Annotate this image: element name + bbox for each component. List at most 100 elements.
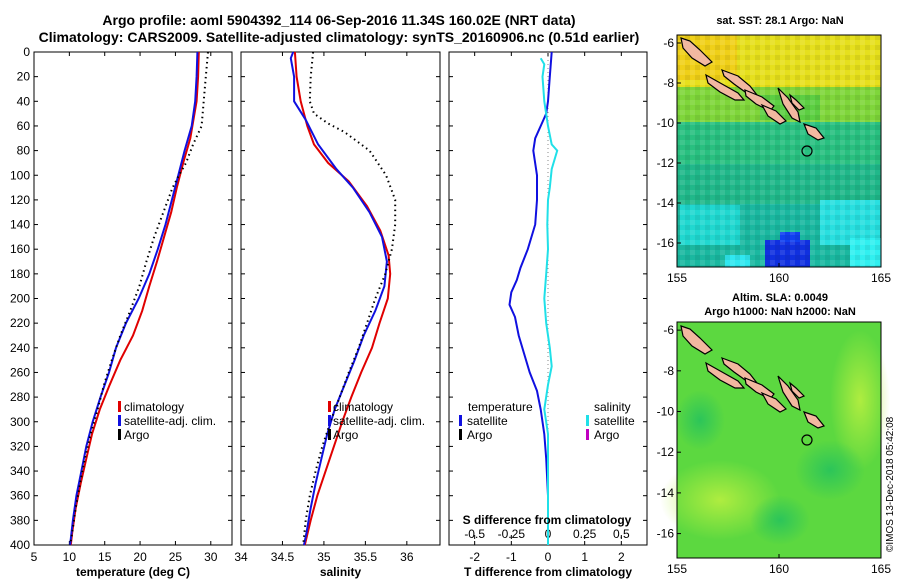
sst-map-title: sat. SST: 28.1 Argo: NaN [716, 15, 843, 27]
difference-xlabel: T difference from climatology [464, 565, 632, 579]
sla-map-land [680, 325, 826, 446]
salinity-xlabel: salinity [320, 565, 362, 579]
temperature-xtick-label: 30 [204, 550, 218, 564]
s-difference-tick-label: 0.5 [613, 527, 630, 541]
sla-map-lat-label: -8 [663, 364, 674, 378]
difference-xtick-label: -1 [506, 550, 517, 564]
map-axes: 155 160 165 -6 -8 -10 -12 -14 -16 155 160 165 -6 -8 -1… [657, 34, 891, 576]
depth-tick-label: 280 [10, 390, 30, 404]
temperature-series-satellite-adj-clim- [69, 51, 199, 546]
sla-map: Altim. SLA: 0.0049 Argo h1000: NaN h2000… [660, 292, 890, 558]
difference-xtick-label: 1 [581, 550, 588, 564]
depth-tick-label: 200 [10, 292, 30, 306]
s-difference-tick-label: -0.25 [498, 527, 526, 541]
difference-legend: temperature salinity satellite Argo sate… [459, 400, 635, 442]
legend-swatch-argo [118, 429, 121, 440]
difference-xtick-label: 0 [545, 550, 552, 564]
legend-label-argo: Argo [124, 428, 150, 442]
difference-xtick-label: -2 [469, 550, 480, 564]
sla-map-lon-label: 165 [871, 562, 891, 576]
sla-map-lat-label: -14 [657, 486, 675, 500]
depth-tick-label: 140 [10, 218, 30, 232]
salinity-xtick-label: 34.5 [271, 550, 295, 564]
salinity-series-argo [302, 51, 397, 546]
salinity-xtick-label: 35.5 [354, 550, 378, 564]
diff-legend-swatch-t-satellite [459, 415, 462, 426]
diff-legend-label-t-argo: Argo [467, 428, 493, 442]
temperature-legend: climatology satellite-adj. clim. Argo [118, 400, 216, 442]
sla-map-lat-label: -6 [663, 323, 674, 337]
s-difference-tick-label: 0.25 [573, 527, 597, 541]
sla-map-lon-label: 155 [667, 562, 687, 576]
salinity-series-satellite-adj-clim- [289, 51, 388, 546]
temperature-xtick-label: 10 [63, 550, 77, 564]
depth-tick-label: 320 [10, 439, 30, 453]
sla-map-lat-label: -12 [657, 445, 675, 459]
depth-tick-label: 80 [17, 144, 31, 158]
diff-legend-swatch-s-argo [586, 429, 589, 440]
sal-legend-label-satellite: satellite-adj. clim. [333, 414, 425, 428]
sst-map-lat-label: -10 [657, 116, 675, 130]
title-line-1: Argo profile: aoml 5904392_114 06-Sep-20… [102, 12, 575, 28]
difference-series-temperature-satellite [508, 51, 553, 545]
s-difference-axis-label: S difference from climatology [463, 513, 632, 527]
temperature-series-argo [69, 51, 209, 546]
temperature-xtick-label: 5 [31, 550, 38, 564]
temperature-xtick-label: 20 [133, 550, 147, 564]
sst-map-lat-label: -16 [657, 236, 675, 250]
salinity-plot-frame [240, 51, 441, 546]
temperature-plot-frame [33, 51, 233, 546]
difference-xtick-label: 2 [618, 550, 625, 564]
diff-legend-swatch-s-satellite [586, 415, 589, 426]
salinity-legend: climatology satellite-adj. clim. Argo [328, 400, 425, 442]
title-line-2: Climatology: CARS2009. Satellite-adjuste… [39, 29, 640, 45]
temperature-panel: 0 20 40 60 80 100 120 140 160 180 200 220 240 260 280 3… [10, 45, 233, 579]
depth-tick-label: 60 [17, 119, 31, 133]
diff-legend-label-s-satellite: satellite [594, 414, 635, 428]
diff-legend-label-t-satellite: satellite [467, 414, 508, 428]
sla-map-lat-label: -10 [657, 405, 675, 419]
depth-tick-label: 120 [10, 193, 30, 207]
depth-tick-label: 160 [10, 242, 30, 256]
sla-map-title-line-2: Argo h1000: NaN h2000: NaN [704, 306, 856, 318]
salinity-xtick-label: 36 [400, 550, 414, 564]
salinity-xtick-label: 34 [234, 550, 248, 564]
diff-legend-swatch-t-argo [459, 429, 462, 440]
sst-map-land [680, 37, 826, 157]
difference-series-salinity-satellite [539, 57, 559, 545]
salinity-xtick-label: 35 [317, 550, 331, 564]
sal-legend-label-climatology: climatology [333, 400, 393, 414]
legend-swatch-satellite [118, 415, 121, 426]
legend-label-satellite: satellite-adj. clim. [124, 414, 216, 428]
sst-map-lon-label: 160 [769, 271, 789, 285]
temperature-series-climatology [69, 51, 200, 546]
temperature-xtick-label: 15 [98, 550, 112, 564]
depth-tick-label: 0 [23, 45, 30, 59]
credit: ©IMOS 13-Dec-2018 05:42:08 [885, 416, 896, 552]
sal-legend-swatch-climatology [328, 401, 331, 412]
temperature-xtick-label: 25 [169, 550, 183, 564]
temperature-xlabel: temperature (deg C) [76, 565, 190, 579]
sal-legend-swatch-satellite [328, 415, 331, 426]
sst-map: sat. SST: 28.1 Argo: NaN [677, 15, 881, 267]
sst-map-lon-label: 155 [667, 271, 687, 285]
salinity-series-climatology [293, 51, 392, 546]
legend-label-climatology: climatology [124, 400, 184, 414]
sst-map-lat-label: -12 [657, 156, 675, 170]
depth-tick-label: 240 [10, 341, 30, 355]
salinity-panel: 34 34.5 35 35.5 36 salinity [234, 51, 441, 579]
sla-map-lon-label: 160 [769, 562, 789, 576]
depth-tick-label: 300 [10, 415, 30, 429]
depth-tick-label: 340 [10, 464, 30, 478]
difference-panel: -2 -1 0 1 2-0.5 -0.25 0 0.25 0.5T difference fro… [448, 51, 648, 579]
depth-tick-label: 180 [10, 267, 30, 281]
s-difference-tick-label: -0.5 [464, 527, 485, 541]
diff-legend-title-temperature: temperature [468, 400, 533, 414]
sal-legend-label-argo: Argo [333, 428, 359, 442]
diff-legend-title-salinity: salinity [594, 400, 631, 414]
sst-map-lat-label: -8 [663, 76, 674, 90]
depth-tick-label: 360 [10, 489, 30, 503]
depth-tick-label: 260 [10, 365, 30, 379]
diff-legend-label-s-argo: Argo [594, 428, 620, 442]
